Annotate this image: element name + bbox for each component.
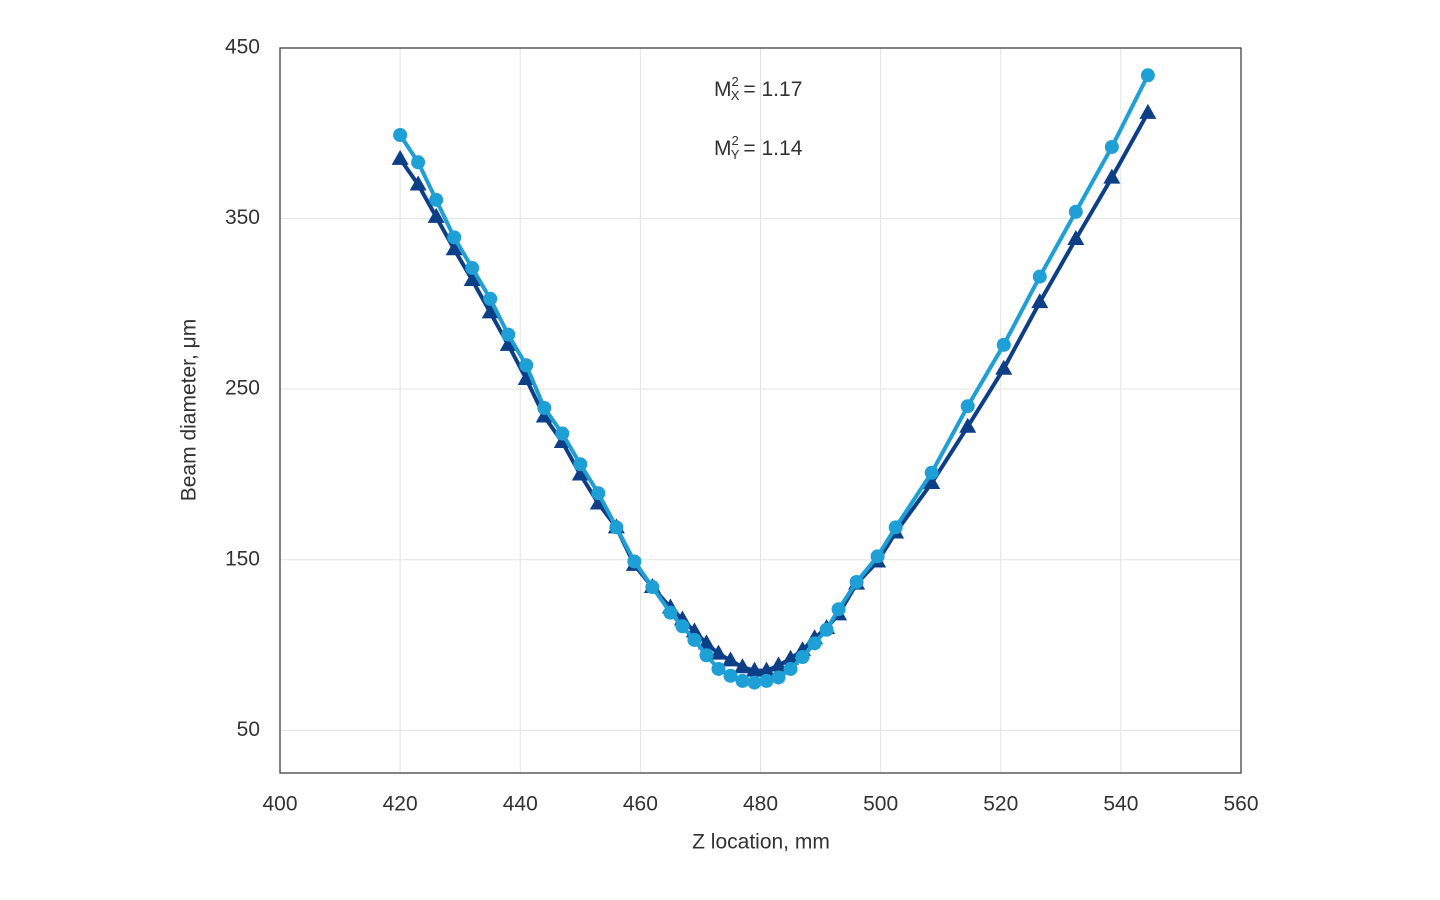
x-tick-label: 420 <box>383 793 418 816</box>
data-point <box>697 634 715 650</box>
data-point <box>782 649 800 665</box>
data-point <box>723 668 738 683</box>
data-point <box>627 554 642 569</box>
data-point <box>699 648 714 663</box>
data-point <box>555 426 570 441</box>
data-point <box>1140 68 1155 83</box>
annotation-base: M <box>714 137 732 160</box>
data-point <box>675 619 690 634</box>
data-point <box>1068 204 1083 219</box>
x-tick-label: 560 <box>1223 793 1258 816</box>
data-point <box>1032 269 1047 284</box>
data-point <box>771 670 786 685</box>
x-tick-label: 540 <box>1103 793 1138 816</box>
data-point <box>517 369 535 385</box>
data-point <box>591 486 606 501</box>
x-tick-label: 520 <box>983 793 1018 816</box>
data-point <box>721 651 739 667</box>
data-point <box>391 149 409 165</box>
annotation-base: M <box>714 78 732 101</box>
data-point <box>409 175 427 191</box>
data-point <box>447 230 462 245</box>
annotation-sub: X <box>731 88 740 103</box>
y-tick-label: 150 <box>225 547 260 570</box>
series-line <box>398 111 1150 673</box>
data-point <box>483 291 498 306</box>
data-point <box>831 602 846 617</box>
x-tick-label: 400 <box>262 793 297 816</box>
annotation: M2 Y = 1.14 <box>714 133 803 162</box>
data-point <box>687 632 702 647</box>
data-point <box>465 261 480 276</box>
data-point <box>1067 230 1085 246</box>
data-point <box>537 400 552 415</box>
annotation-text: = 1.17 <box>743 78 802 101</box>
data-point <box>393 128 408 142</box>
data-point <box>573 457 588 472</box>
data-point <box>959 417 977 433</box>
x-tick-label: 500 <box>863 793 898 816</box>
y-tick-label: 50 <box>237 718 260 741</box>
data-point <box>1031 293 1049 309</box>
annotation-text: = 1.14 <box>743 137 802 160</box>
data-point <box>645 580 660 595</box>
data-point <box>463 271 481 286</box>
data-point <box>519 358 534 373</box>
data-point <box>747 675 762 690</box>
data-point <box>1103 168 1121 184</box>
x-tick-label: 440 <box>503 793 538 816</box>
annotation-sub: Y <box>731 147 740 162</box>
data-point <box>795 650 810 664</box>
annotation-sup: 2 <box>732 133 739 148</box>
data-point <box>445 240 463 256</box>
data-point <box>709 644 727 660</box>
data-point <box>499 335 517 351</box>
data-point <box>870 549 885 564</box>
data-point <box>429 192 444 207</box>
data-point <box>589 494 607 510</box>
data-point <box>735 673 750 688</box>
plot-frame <box>279 47 1242 774</box>
data-point <box>807 636 822 651</box>
annotation: M2 X = 1.17 <box>714 74 802 103</box>
annotation-sup: 2 <box>732 74 739 89</box>
data-point <box>427 207 445 223</box>
data-point <box>711 661 726 676</box>
data-point <box>888 520 903 535</box>
data-point <box>733 658 751 674</box>
y-tick-label: 450 <box>225 36 260 59</box>
data-point <box>759 673 774 688</box>
data-point <box>924 465 939 480</box>
data-point <box>995 359 1013 375</box>
data-point <box>745 661 763 677</box>
data-point <box>783 661 798 676</box>
data-point <box>571 465 589 481</box>
series-line <box>398 74 1150 685</box>
data-point <box>501 327 516 342</box>
data-point <box>770 656 788 672</box>
y-tick-label: 350 <box>225 206 260 229</box>
y-axis-label: Beam diameter, μm <box>178 319 201 502</box>
data-point <box>535 407 553 423</box>
data-point <box>609 520 624 535</box>
data-point <box>996 337 1011 352</box>
x-axis-label: Z location, mm <box>692 831 830 854</box>
x-tick-label: 460 <box>623 793 658 816</box>
data-point <box>923 474 941 489</box>
data-point <box>411 155 426 170</box>
data-point <box>758 661 776 677</box>
x-tick-label: 480 <box>743 793 778 816</box>
data-point <box>663 605 678 620</box>
data-point <box>481 303 499 319</box>
data-point <box>1104 139 1119 154</box>
data-point <box>849 574 864 589</box>
y-tick-label: 250 <box>225 377 260 400</box>
data-point <box>960 399 975 414</box>
data-point <box>819 622 834 637</box>
data-point <box>1139 103 1157 119</box>
